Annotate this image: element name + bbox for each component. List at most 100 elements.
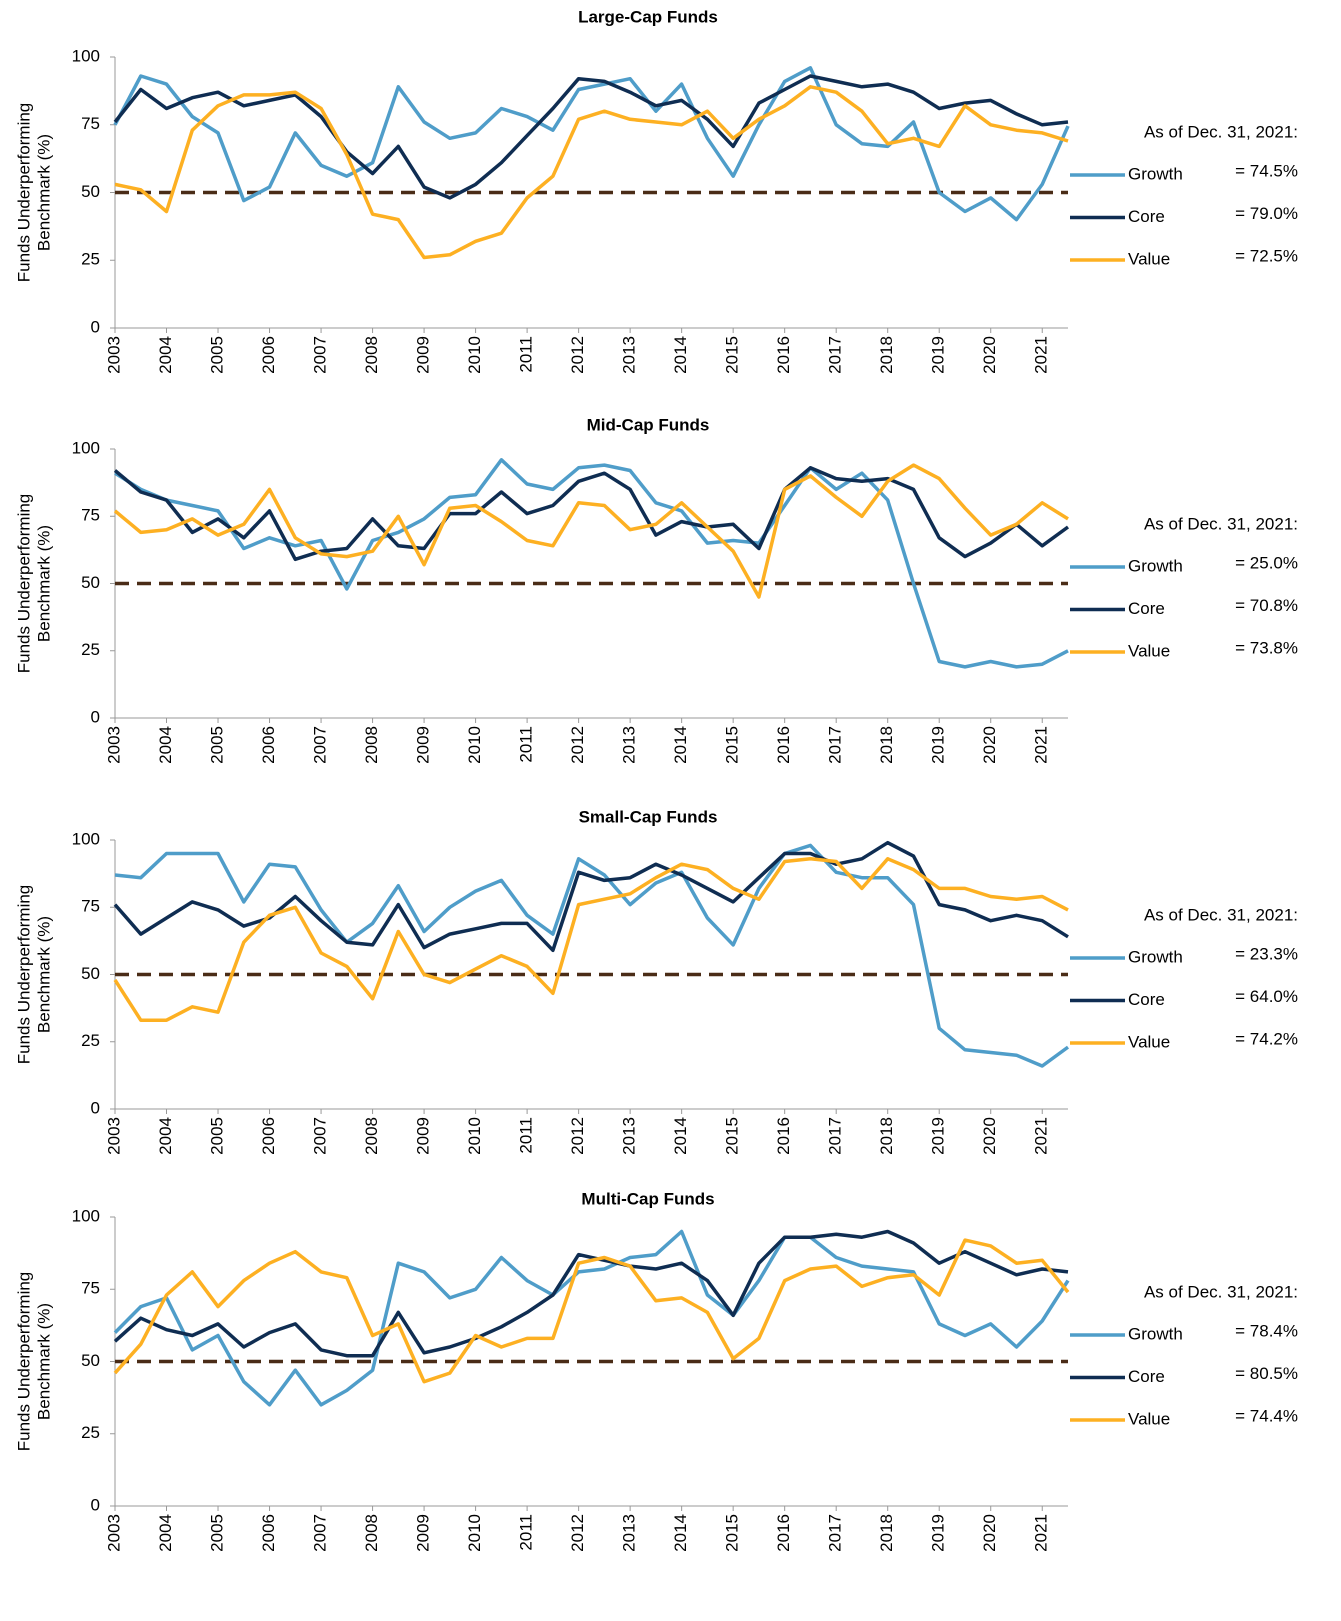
legend-annotation: As of Dec. 31, 2021: [1144, 514, 1298, 533]
series-line [113, 74, 1069, 200]
x-tick-label: 2010 [465, 1117, 484, 1155]
x-tick-label: 2019 [929, 1117, 948, 1155]
y-tick-label: 25 [81, 1423, 100, 1442]
y-tick-label: 25 [81, 1031, 100, 1050]
x-tick-label: 2015 [723, 1514, 742, 1552]
series-line [114, 843, 1070, 1068]
legend-annotation: As of Dec. 31, 2021: [1144, 122, 1298, 141]
x-tick-label: 2018 [877, 726, 896, 764]
series-line [113, 466, 1070, 562]
x-tick-label: 2020 [980, 336, 999, 374]
legend-label: Core [1128, 599, 1165, 618]
x-tick-label: 2004 [156, 1117, 175, 1155]
x-tick-label: 2003 [104, 1117, 123, 1155]
y-axis-label: Funds Underperforming [14, 494, 33, 674]
x-tick-label: 2006 [259, 726, 278, 764]
x-tick-label: 2007 [311, 1514, 330, 1552]
x-tick-label: 2005 [208, 726, 227, 764]
y-tick-label: 50 [81, 182, 100, 201]
x-tick-label: 2016 [774, 1117, 793, 1155]
legend-label: Value [1128, 641, 1170, 660]
y-tick-label: 100 [72, 46, 100, 65]
legend-value: = 74.5% [1235, 161, 1298, 180]
x-tick-label: 2007 [311, 336, 330, 374]
legend-label: Core [1128, 207, 1165, 226]
legend-value: = 64.0% [1235, 987, 1298, 1006]
x-tick-label: 2012 [568, 1514, 587, 1552]
x-tick-label: 2021 [1032, 1117, 1051, 1155]
x-tick-label: 2008 [362, 1117, 381, 1155]
legend-annotation: As of Dec. 31, 2021: [1144, 1282, 1298, 1301]
legend-label: Value [1128, 249, 1170, 268]
y-tick-label: 0 [91, 707, 100, 726]
x-tick-label: 2004 [156, 726, 175, 764]
x-tick-label: 2010 [465, 726, 484, 764]
x-tick-label: 2010 [465, 1514, 484, 1552]
panel-title: Mid-Cap Funds [587, 415, 710, 434]
y-tick-label: 100 [72, 438, 100, 457]
y-axis-label: Benchmark (%) [34, 916, 53, 1033]
x-tick-label: 2013 [620, 1117, 639, 1155]
legend-label: Core [1128, 990, 1165, 1009]
x-tick-label: 2020 [980, 1117, 999, 1155]
legend-value: = 25.0% [1235, 553, 1298, 572]
x-tick-label: 2012 [568, 1117, 587, 1155]
x-tick-label: 2007 [311, 1117, 330, 1155]
x-tick-label: 2015 [723, 726, 742, 764]
panel-title: Small-Cap Funds [579, 807, 718, 826]
panel-title: Multi-Cap Funds [581, 1189, 714, 1208]
x-tick-label: 2015 [723, 336, 742, 374]
legend-label: Value [1128, 1409, 1170, 1428]
x-tick-label: 2017 [826, 1117, 845, 1155]
legend-value: = 79.0% [1235, 204, 1298, 223]
x-tick-label: 2021 [1032, 726, 1051, 764]
x-tick-label: 2021 [1032, 336, 1051, 374]
y-tick-label: 0 [91, 1495, 100, 1514]
x-tick-label: 2003 [104, 336, 123, 374]
x-tick-label: 2010 [465, 336, 484, 374]
y-axis-label: Funds Underperforming [14, 103, 33, 283]
legend-value: = 70.8% [1235, 596, 1298, 615]
legend-label: Core [1128, 1367, 1165, 1386]
x-tick-label: 2011 [517, 726, 536, 763]
x-tick-label: 2007 [311, 726, 330, 764]
x-tick-label: 2016 [774, 1514, 793, 1552]
x-tick-label: 2009 [414, 1514, 433, 1552]
x-tick-label: 2004 [156, 336, 175, 374]
x-tick-label: 2016 [774, 726, 793, 764]
legend-value: = 78.4% [1235, 1321, 1298, 1340]
x-tick-label: 2006 [259, 336, 278, 374]
x-tick-label: 2021 [1032, 1514, 1051, 1552]
legend-value: = 80.5% [1235, 1364, 1298, 1383]
legend-annotation: As of Dec. 31, 2021: [1144, 905, 1298, 924]
y-tick-label: 50 [81, 573, 100, 592]
x-tick-label: 2014 [671, 1117, 690, 1155]
x-tick-label: 2017 [826, 726, 845, 764]
legend-value: = 74.2% [1235, 1029, 1298, 1048]
y-axis-label: Funds Underperforming [14, 885, 33, 1065]
y-tick-label: 100 [72, 1206, 100, 1225]
x-tick-label: 2003 [104, 1514, 123, 1552]
x-tick-label: 2008 [362, 726, 381, 764]
y-tick-label: 75 [81, 114, 100, 133]
series-line [113, 1238, 1070, 1384]
x-tick-label: 2019 [929, 1514, 948, 1552]
y-axis-label: Benchmark (%) [34, 134, 53, 251]
x-tick-label: 2008 [362, 336, 381, 374]
y-tick-label: 50 [81, 1351, 100, 1370]
x-tick-label: 2006 [259, 1514, 278, 1552]
x-tick-label: 2020 [980, 1514, 999, 1552]
x-tick-label: 2004 [156, 1514, 175, 1552]
y-tick-label: 0 [91, 317, 100, 336]
x-tick-label: 2005 [208, 336, 227, 374]
x-tick-label: 2019 [929, 336, 948, 374]
y-tick-label: 25 [81, 250, 100, 269]
x-tick-label: 2017 [826, 336, 845, 374]
panel-title: Large-Cap Funds [578, 7, 718, 26]
series-line [114, 458, 1069, 669]
legend-value: = 73.8% [1235, 638, 1298, 657]
x-tick-label: 2009 [414, 1117, 433, 1155]
y-tick-label: 75 [81, 1279, 100, 1298]
x-tick-label: 2005 [208, 1117, 227, 1155]
series-line [114, 85, 1069, 260]
